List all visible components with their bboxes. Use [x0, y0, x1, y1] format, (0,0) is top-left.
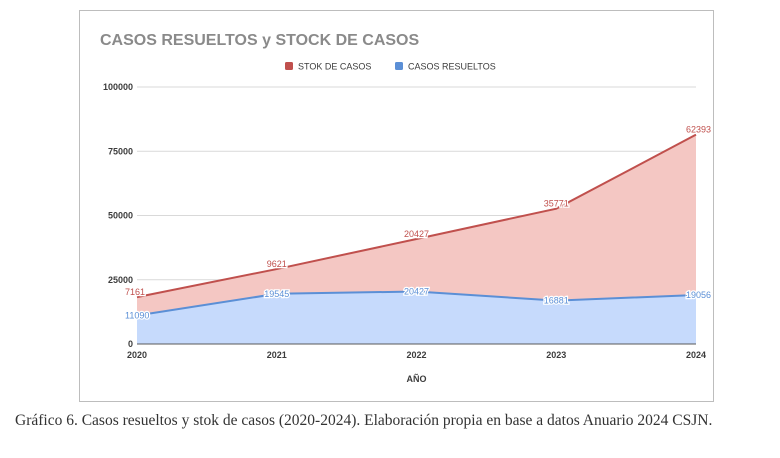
- y-tick-label: 75000: [108, 146, 133, 156]
- line-stock-de-casos: [136, 133, 697, 299]
- line-casos-resueltos: [136, 290, 697, 317]
- x-tick-label: 2023: [546, 350, 566, 360]
- x-tick-label: 2021: [267, 350, 287, 360]
- area-chart: CASOS RESUELTOS y STOCK DE CASOS 0 25000 5…: [100, 32, 712, 384]
- legend-casos-resueltos-label: CASOS RESUELTOS: [408, 62, 496, 72]
- data-label-resueltos: 19545: [264, 289, 289, 299]
- x-tick-label: 2020: [127, 350, 147, 360]
- x-tick-label: 2022: [406, 350, 426, 360]
- data-label-stock: 20427: [404, 229, 429, 239]
- y-tick-label: 50000: [108, 211, 133, 221]
- x-axis-label: AÑO: [407, 374, 427, 384]
- legend-casos-resueltos-swatch: [395, 62, 403, 70]
- chart-frame: CASOS RESUELTOS y STOCK DE CASOS 0 25000 5…: [79, 10, 714, 402]
- chart-title: CASOS RESUELTOS y STOCK DE CASOS: [100, 32, 420, 49]
- y-tick-label: 100000: [103, 82, 133, 92]
- data-label-stock: 62393: [686, 125, 711, 135]
- data-label-resueltos: 16881: [544, 296, 569, 306]
- data-label-resueltos: 19056: [686, 290, 711, 300]
- area-stock-de-casos: [137, 134, 696, 316]
- figure-caption: Gráfico 6. Casos resueltos y stok de cas…: [15, 412, 713, 429]
- data-label-stock: 35771: [544, 199, 569, 209]
- data-label-stock: 7161: [125, 287, 145, 297]
- legend-stock-de-casos-label: STOK DE CASOS: [298, 62, 371, 72]
- data-label-stock: 9621: [267, 259, 287, 269]
- area-casos-resueltos: [137, 291, 696, 344]
- x-tick-label: 2024: [686, 350, 706, 360]
- legend-stock-de-casos-swatch: [285, 62, 293, 70]
- data-label-resueltos: 11090: [125, 310, 149, 320]
- data-label-resueltos: 20427: [404, 287, 429, 297]
- y-tick-label: 0: [128, 339, 133, 349]
- y-tick-label: 25000: [108, 275, 133, 285]
